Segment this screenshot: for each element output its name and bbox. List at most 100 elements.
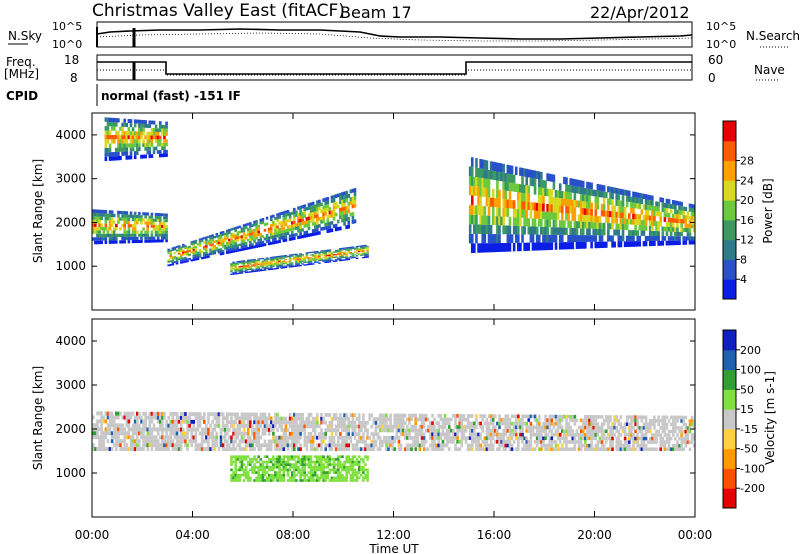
echo-cell — [680, 433, 683, 437]
echo-cell — [215, 239, 219, 243]
echo-cell — [563, 429, 566, 433]
echo-cell — [234, 249, 237, 253]
echo-cell — [290, 473, 294, 477]
echo-cell — [269, 267, 273, 269]
echo-cell — [293, 431, 296, 436]
echo-cell — [594, 422, 598, 426]
echo-cell — [676, 419, 679, 423]
echo-cell — [437, 428, 441, 433]
echo-cell — [150, 435, 154, 440]
echo-cell — [288, 237, 292, 241]
echo-cell — [544, 242, 547, 251]
echo-cell — [569, 418, 572, 423]
echo-cell — [483, 436, 487, 440]
echo-cell — [364, 252, 367, 255]
echo-cell — [238, 267, 242, 269]
echo-cell — [244, 471, 248, 474]
echo-cell — [625, 447, 629, 451]
echo-cell — [288, 416, 292, 421]
echo-cell — [236, 443, 240, 448]
echo-cell — [146, 124, 150, 128]
echo-cell — [293, 420, 296, 425]
echo-cell — [94, 431, 97, 436]
echo-cell — [565, 440, 568, 444]
echo-cell — [108, 431, 112, 436]
echo-cell — [611, 436, 614, 441]
echo-cell — [345, 252, 348, 254]
echo-cell — [115, 447, 118, 451]
echo-cell — [238, 230, 242, 234]
echo-cell — [196, 416, 200, 420]
echo-cell — [104, 139, 108, 144]
echo-cell — [651, 440, 654, 444]
echo-cell — [274, 256, 277, 258]
echo-cell — [257, 420, 260, 425]
echo-cell — [630, 241, 633, 247]
echo-cell — [636, 436, 639, 441]
echo-cell — [290, 227, 294, 231]
echo-cell — [261, 463, 265, 466]
echo-cell — [295, 233, 298, 237]
echo-cell — [416, 439, 420, 444]
echo-cell — [517, 440, 520, 444]
echo-cell — [284, 416, 288, 421]
echo-cell — [339, 248, 342, 250]
echo-cell — [249, 268, 252, 270]
echo-cell — [328, 257, 332, 259]
echo-cell — [150, 239, 154, 243]
echo-cell — [602, 418, 606, 423]
echo-cell — [228, 427, 231, 432]
echo-cell — [669, 227, 673, 232]
echo-cell — [112, 240, 116, 244]
echo-cell — [636, 197, 639, 204]
echo-cell — [144, 123, 147, 128]
echo-cell — [165, 132, 168, 136]
echo-cell — [249, 241, 252, 244]
echo-cell — [230, 455, 233, 459]
echo-cell — [353, 435, 357, 440]
echo-cell — [316, 224, 319, 229]
echo-cell — [182, 435, 185, 440]
echo-cell — [117, 427, 120, 432]
echo-cell — [334, 259, 338, 261]
echo-cell — [669, 429, 673, 434]
echo-cell — [659, 216, 662, 222]
echo-cell — [619, 235, 623, 242]
echo-cell — [651, 422, 654, 427]
echo-cell — [301, 468, 304, 472]
echo-cell — [299, 212, 302, 216]
echo-cell — [307, 259, 311, 262]
echo-cell — [249, 259, 252, 261]
echo-cell — [311, 416, 315, 421]
echo-cell — [644, 422, 648, 427]
echo-cell — [523, 447, 526, 451]
echo-cell — [186, 250, 189, 253]
echo-cell — [602, 447, 606, 451]
echo-cell — [397, 417, 401, 422]
echo-cell — [385, 413, 388, 418]
echo-cell — [290, 264, 294, 266]
echo-cell — [661, 436, 665, 441]
echo-cell — [602, 433, 606, 437]
echo-cell — [617, 229, 621, 236]
echo-cell — [408, 432, 411, 437]
echo-cell — [460, 421, 464, 426]
echo-cell — [311, 473, 315, 477]
echo-cell — [628, 447, 631, 451]
echo-cell — [198, 238, 202, 241]
echo-cell — [257, 439, 260, 444]
echo-cell — [366, 249, 369, 252]
echo-cell — [330, 253, 334, 255]
echo-cell — [561, 443, 564, 448]
echo-cell — [357, 447, 361, 451]
echo-cell — [558, 220, 562, 228]
echo-cell — [244, 267, 248, 270]
echo-cell — [311, 201, 315, 206]
echo-cell — [590, 241, 593, 249]
echo-cell — [636, 415, 639, 419]
echo-cell — [295, 412, 298, 417]
echo-cell — [324, 259, 327, 261]
echo-cell — [92, 219, 95, 224]
echo-cell — [119, 423, 122, 428]
echo-cell — [357, 435, 361, 440]
